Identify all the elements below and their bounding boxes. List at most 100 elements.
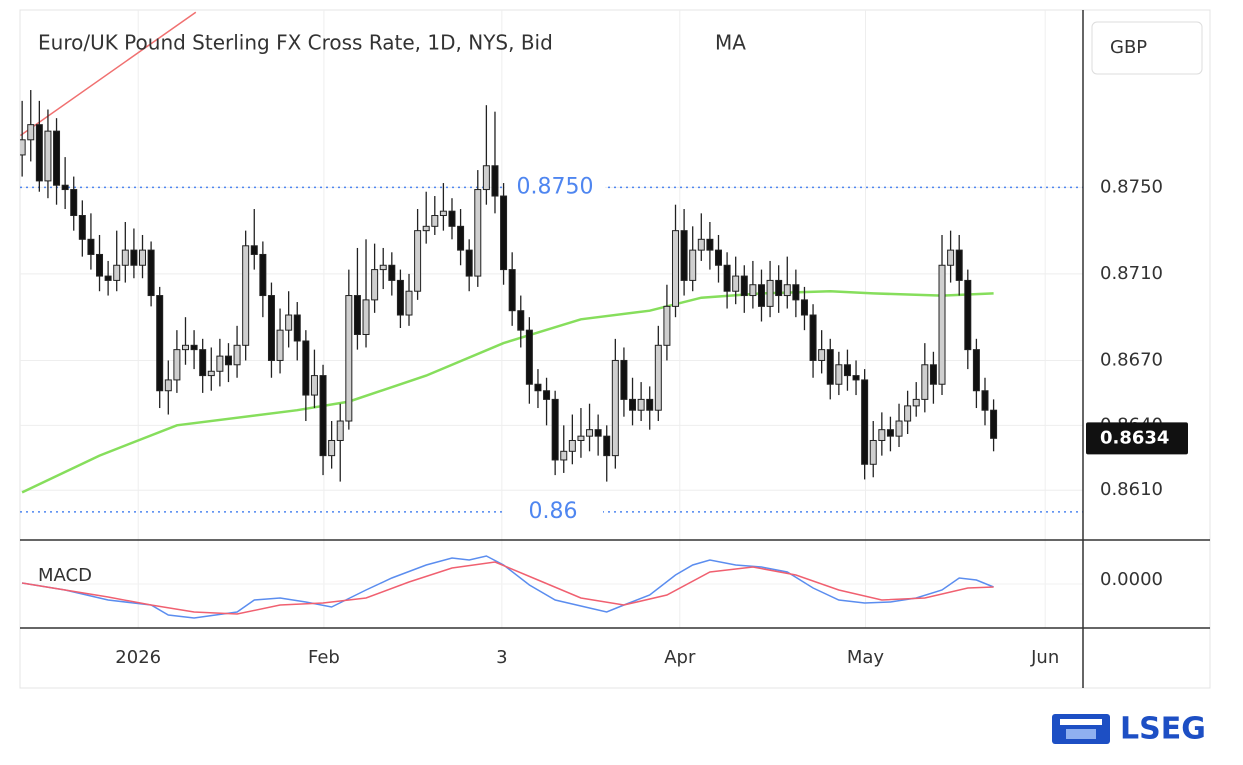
candle-body <box>259 253 267 297</box>
candle-body <box>543 390 551 400</box>
price-panel: 0.8750 0.86 <box>20 11 1083 526</box>
candle-body <box>525 329 533 385</box>
brand-name: LSEG <box>1120 712 1206 747</box>
candle-body <box>345 295 353 422</box>
candle-body <box>147 249 155 297</box>
x-tick-label: 3 <box>496 647 507 668</box>
logo-crest-detail <box>1060 719 1102 725</box>
candle-body <box>224 355 232 366</box>
candle-body <box>990 409 998 439</box>
y-tick-label: 0.8610 <box>1100 479 1163 500</box>
logo-crest-detail <box>1066 729 1096 739</box>
candle-body <box>766 279 774 307</box>
trendline <box>20 11 197 137</box>
candle-body <box>61 184 69 191</box>
candle-body <box>938 264 946 385</box>
candle-body <box>267 295 275 361</box>
moving-average <box>21 289 994 494</box>
macd-panel <box>21 555 994 619</box>
candle-body <box>714 249 722 266</box>
candle-body <box>611 359 619 457</box>
candle-body <box>586 429 594 437</box>
candle-body <box>431 215 439 227</box>
candle-body <box>955 249 963 281</box>
candle-body <box>293 314 301 342</box>
candle-body <box>706 238 714 251</box>
y-tick-label: 0.8750 <box>1100 176 1163 197</box>
candle-body <box>336 420 344 441</box>
candle-body <box>809 314 817 361</box>
candle-body <box>242 245 250 346</box>
candle-body <box>207 370 215 377</box>
candle-body <box>35 124 43 182</box>
candle-body <box>457 225 465 251</box>
candle-body <box>491 165 499 197</box>
candle-body <box>972 349 980 392</box>
candle-body <box>620 359 628 400</box>
candle-body <box>465 249 473 277</box>
y-tick-label: 0.8670 <box>1100 349 1163 370</box>
candle-body <box>353 295 361 335</box>
signal-line <box>21 561 994 615</box>
x-tick-label: Jun <box>1030 647 1059 668</box>
candle-body <box>328 439 336 457</box>
candle-body <box>156 295 164 392</box>
candle-body <box>190 344 198 351</box>
candle-body <box>414 230 422 292</box>
candle-body <box>87 238 95 255</box>
candle-body <box>895 420 903 437</box>
candle-body <box>594 429 602 437</box>
candle-body <box>517 310 525 331</box>
candle-body <box>500 195 508 271</box>
candle-body <box>96 253 104 277</box>
last-price-box <box>1086 422 1188 455</box>
currency-box[interactable] <box>1091 21 1203 75</box>
candle-body <box>732 275 740 292</box>
candle-body <box>861 379 869 465</box>
candle-body <box>508 269 516 312</box>
axes: 2026Feb3AprMayJun0.87500.87100.86700.864… <box>115 176 1188 668</box>
candle-body <box>878 429 886 441</box>
candle-body <box>603 435 611 457</box>
candle-body <box>637 398 645 411</box>
candle-body <box>560 450 568 461</box>
candle-body <box>181 344 189 351</box>
macd-line <box>21 555 994 619</box>
candle-body <box>672 230 680 307</box>
candle-body <box>388 264 396 281</box>
indicator-label: MA <box>715 31 746 55</box>
candle-body <box>20 139 26 156</box>
chart-title: Euro/UK Pound Sterling FX Cross Rate, 1D… <box>38 31 553 55</box>
candle-body <box>379 264 387 271</box>
candle-body <box>78 215 86 240</box>
grid <box>20 10 1083 628</box>
candle-body <box>139 249 147 266</box>
candle-body <box>912 398 920 407</box>
candle-body <box>534 383 542 392</box>
brand-logo: LSEG <box>1052 712 1206 747</box>
level-label-bg <box>505 173 605 202</box>
candle-body <box>663 305 671 346</box>
candle-body <box>439 210 447 217</box>
level-label-bg <box>503 497 603 526</box>
candle-body <box>843 364 851 377</box>
candle-body <box>551 398 559 461</box>
candle-body <box>285 314 293 331</box>
candle-body <box>689 249 697 281</box>
candle-body <box>783 284 791 297</box>
y-tick-label: 0.8710 <box>1100 263 1163 284</box>
candle-body <box>577 435 585 441</box>
candle-body <box>199 349 207 377</box>
candle-body <box>121 249 129 266</box>
candle-body <box>826 349 834 385</box>
candle-body <box>130 249 138 266</box>
candle-body <box>276 329 284 361</box>
candle-body <box>405 290 413 316</box>
candle-body <box>44 130 52 182</box>
x-tick-label: 2026 <box>115 647 161 668</box>
last-price-label: 0.8634 <box>1100 427 1169 448</box>
candle-body <box>362 299 370 335</box>
candle-body <box>964 279 972 351</box>
candle-body <box>904 405 912 422</box>
candle-body <box>740 275 748 297</box>
